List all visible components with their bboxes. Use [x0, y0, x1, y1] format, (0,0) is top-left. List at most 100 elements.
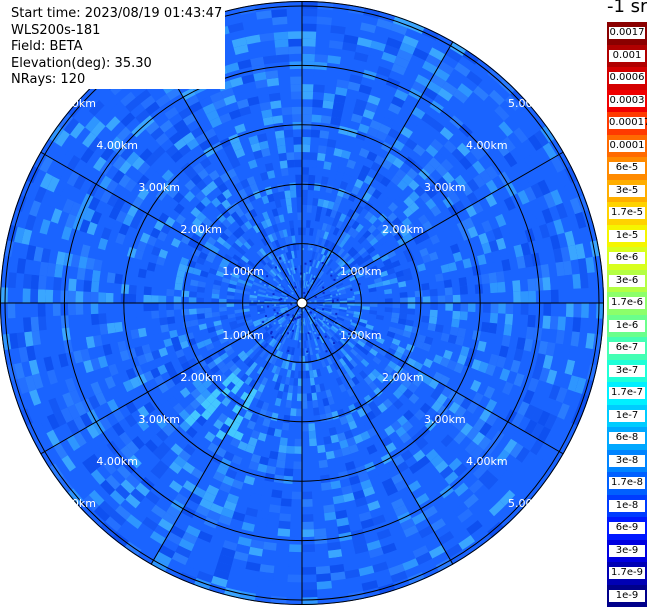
backscatter-cell: [199, 96, 213, 108]
backscatter-cell: [325, 389, 333, 398]
backscatter-cell: [188, 291, 197, 298]
backscatter-cell: [326, 138, 337, 148]
backscatter-cell: [330, 336, 338, 345]
backscatter-cell: [430, 389, 442, 401]
backscatter-cell: [286, 294, 289, 297]
range-label: 4.00km: [466, 455, 508, 468]
backscatter-cell: [8, 272, 17, 288]
backscatter-cell: [548, 384, 561, 401]
backscatter-cell: [311, 331, 316, 339]
backscatter-cell: [393, 232, 404, 242]
backscatter-cell: [314, 175, 323, 184]
backscatter-cell: [498, 303, 506, 314]
backscatter-cell: [269, 200, 277, 210]
backscatter-cell: [80, 244, 91, 258]
backscatter-cell: [302, 589, 318, 598]
backscatter-cell: [137, 327, 147, 338]
backscatter-cell: [319, 326, 326, 334]
backscatter-cell: [309, 347, 313, 356]
backscatter-cell: [24, 375, 37, 392]
backscatter-cell: [266, 294, 269, 297]
backscatter-cell: [50, 208, 63, 224]
backscatter-cell: [319, 383, 326, 392]
backscatter-cell: [231, 37, 248, 48]
backscatter-cell: [351, 220, 360, 230]
backscatter-cell: [182, 461, 196, 474]
backscatter-cell: [315, 269, 321, 277]
colorbar-bin: 6e-9: [607, 517, 647, 540]
backscatter-cell: [473, 418, 486, 432]
backscatter-cell: [247, 96, 260, 107]
backscatter-cell: [229, 363, 238, 373]
backscatter-cell: [395, 270, 405, 278]
backscatter-cell: [176, 269, 186, 278]
backscatter-cell: [276, 54, 290, 63]
backscatter-cell: [392, 303, 401, 309]
backscatter-cell: [234, 303, 242, 307]
backscatter-cell: [278, 298, 281, 301]
backscatter-cell: [477, 254, 487, 266]
backscatter-cell: [272, 293, 275, 296]
backscatter-cell: [137, 268, 147, 279]
backscatter-cell: [527, 377, 539, 393]
backscatter-cell: [337, 269, 345, 277]
backscatter-cell: [459, 285, 468, 295]
backscatter-cell: [257, 133, 268, 143]
backscatter-cell: [293, 453, 302, 462]
backscatter-cell: [328, 549, 343, 559]
backscatter-cell: [343, 372, 352, 382]
backscatter-cell: [397, 212, 408, 223]
backscatter-cell: [312, 197, 319, 207]
backscatter-cell: [298, 317, 301, 326]
backscatter-cell: [350, 288, 353, 291]
backscatter-cell: [223, 500, 237, 512]
backscatter-cell: [287, 385, 294, 394]
backscatter-cell: [145, 270, 155, 280]
backscatter-cell: [372, 218, 383, 229]
backscatter-cell: [324, 305, 332, 308]
backscatter-cell: [390, 23, 408, 36]
backscatter-cell: [166, 288, 175, 297]
backscatter-cell: [464, 356, 475, 368]
backscatter-cell: [380, 253, 390, 262]
backscatter-cell: [443, 140, 457, 154]
colorbar-bin: 3e-6: [607, 269, 647, 292]
backscatter-cell: [404, 325, 413, 333]
backscatter-cell: [86, 423, 100, 439]
backscatter-cell: [384, 365, 394, 375]
backscatter-cell: [336, 79, 350, 89]
backscatter-cell: [120, 479, 136, 494]
backscatter-cell: [436, 176, 449, 189]
backscatter-cell: [472, 392, 484, 405]
backscatter-cell: [362, 404, 372, 415]
backscatter-cell: [302, 355, 306, 364]
backscatter-cell: [294, 159, 302, 168]
backscatter-cell: [254, 517, 268, 527]
backscatter-cell: [73, 174, 87, 190]
backscatter-cell: [273, 474, 284, 484]
backscatter-cell: [55, 459, 70, 477]
backscatter-cell: [33, 419, 47, 437]
backscatter-cell: [460, 303, 469, 312]
backscatter-cell: [276, 285, 284, 291]
backscatter-cell: [277, 452, 287, 461]
backscatter-cell: [39, 261, 49, 277]
backscatter-cell: [93, 156, 107, 172]
backscatter-cell: [418, 168, 431, 181]
backscatter-cell: [448, 413, 461, 427]
backscatter-cell: [281, 422, 290, 431]
backscatter-cell: [350, 348, 359, 357]
backscatter-cell: [105, 165, 119, 180]
backscatter-cell: [259, 316, 268, 322]
backscatter-cell: [402, 558, 419, 571]
backscatter-cell: [271, 389, 279, 398]
backscatter-cell: [287, 235, 293, 244]
backscatter-cell: [297, 312, 300, 315]
colorbar-bin: 1e-9: [607, 584, 647, 607]
backscatter-cell: [354, 299, 363, 303]
backscatter-cell: [306, 273, 310, 282]
backscatter-cell: [399, 42, 416, 55]
backscatter-cell: [293, 136, 302, 145]
backscatter-cell: [495, 141, 510, 157]
backscatter-cell: [302, 476, 312, 485]
